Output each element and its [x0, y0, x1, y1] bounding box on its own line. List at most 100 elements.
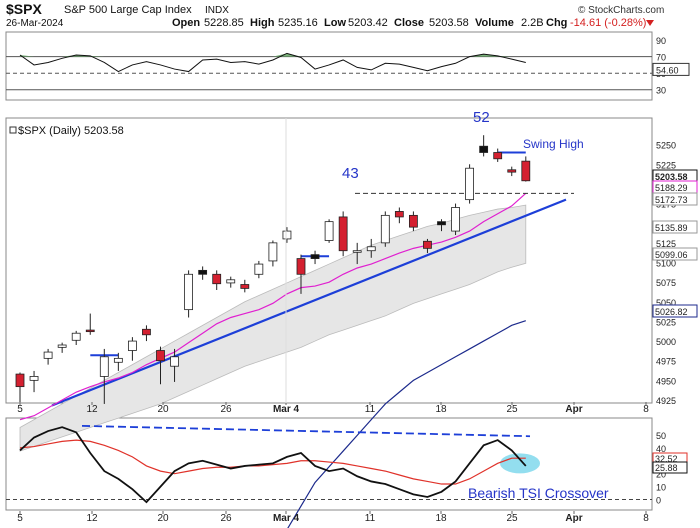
tsi-last-value: 25.88: [655, 463, 678, 473]
candle-body: [142, 328, 151, 336]
x-axis-layer: 5 12 20 26 Mar 4 11 18 25 Apr 8 5 12 20 26 Mar 4 11 18 25…: [17, 118, 649, 524]
candle-body: [451, 207, 460, 232]
price-label-box: [652, 220, 698, 234]
candle-body: [113, 357, 123, 363]
volume-label: Volume: [475, 17, 514, 29]
x-tick-label: Mar 4: [273, 513, 300, 524]
candle-body: [310, 254, 320, 259]
annotation-bearish-tsi-crossover: Bearish TSI Crossover: [468, 485, 609, 501]
candle-body: [212, 273, 222, 285]
candle-body: [423, 240, 432, 249]
down-triangle-icon: [646, 20, 654, 26]
price-tick-label: 5100: [656, 259, 676, 269]
annotation-swing-high: Swing High: [523, 137, 584, 151]
candle-body: [408, 214, 418, 228]
rsi-panel-frame: [5, 31, 653, 101]
x-tick-label: 25: [506, 404, 518, 415]
chg-value: -14.61 (-0.28%): [570, 17, 646, 29]
low-value: 5203.42: [348, 17, 388, 29]
tsi-last-value: 32.52: [655, 454, 678, 464]
candle-body: [170, 356, 179, 367]
tsi-panel-frame: [5, 417, 653, 511]
price-tick-label: 5075: [656, 278, 676, 288]
candle-legend-icon: [9, 126, 17, 134]
tsi-tick-label: 10: [656, 483, 666, 493]
volume-value: 2.2B: [521, 17, 544, 29]
price-tick-label: 5000: [656, 337, 676, 347]
tsi-signal-line: [19, 439, 526, 485]
crossover-highlight: [500, 453, 540, 474]
high-value: 5235.16: [278, 17, 318, 29]
chg-label: Chg: [546, 17, 567, 29]
support-trendline: [51, 198, 567, 407]
x-tick-label: 5: [17, 404, 23, 415]
price-label-box: [652, 247, 698, 261]
candle-body: [507, 169, 517, 173]
candle-body: [324, 221, 334, 241]
candle-body: [15, 373, 25, 388]
tsi-tick-label: 50: [656, 431, 666, 441]
candle-body: [184, 273, 194, 311]
candle-body: [99, 356, 109, 377]
x-tick-label: 25: [506, 513, 518, 524]
price-label-value: 5099.06: [655, 250, 688, 260]
rsi-line: [19, 52, 526, 73]
price-tick-label: 5225: [656, 160, 676, 170]
candle-body: [479, 145, 489, 153]
high-label: High: [250, 17, 275, 29]
moving-average-navy: [287, 320, 526, 528]
tsi-last-value-box: [652, 461, 688, 474]
price-label-box: [652, 304, 698, 318]
price-layer: 5250522552005175515051255100507550505025…: [15, 135, 698, 528]
candle-body: [254, 263, 264, 275]
low-label: Low: [324, 17, 346, 29]
x-tick-label: Apr: [565, 404, 582, 415]
x-tick-label: 26: [220, 513, 232, 524]
rsi-last-value: 54.60: [656, 65, 679, 75]
tsi-line: [19, 426, 527, 504]
candle-body: [240, 284, 250, 289]
price-tick-label: 5025: [656, 317, 676, 327]
tsi-layer: 5040302010032.5225.88: [6, 424, 688, 506]
x-tick-label: 12: [86, 513, 98, 524]
price-label-value: 5135.89: [655, 223, 688, 233]
x-tick-label: 20: [157, 513, 169, 524]
x-tick-label: 8: [643, 404, 649, 415]
tsi-tick-label: 40: [656, 444, 666, 454]
candle-body: [29, 376, 39, 381]
x-tick-label: 12: [86, 404, 98, 415]
price-panel-title: $SPX (Daily) 5203.58: [18, 125, 124, 137]
candle-body: [127, 340, 137, 351]
symbol: $SPX: [6, 1, 42, 17]
x-tick-label: Apr: [565, 513, 582, 524]
x-tick-label: 26: [220, 404, 232, 415]
annotation-43: 43: [342, 165, 359, 182]
rsi-last-value-box: [652, 62, 690, 76]
close-value: 5203.58: [429, 17, 469, 29]
rsi-tick-label: 90: [656, 36, 666, 46]
candle-body: [282, 230, 292, 240]
tsi-tick-label: 20: [656, 470, 666, 480]
candle-body: [198, 269, 208, 275]
price-tick-label: 4950: [656, 376, 676, 386]
candle-body: [268, 242, 278, 262]
price-tick-label: 5050: [656, 298, 676, 308]
candle-body: [71, 332, 81, 341]
candle-body: [493, 152, 503, 160]
price-label-value: 5203.58: [655, 172, 688, 182]
candle-body: [465, 167, 475, 201]
x-tick-label: Mar 4: [273, 404, 300, 415]
close-label: Close: [394, 17, 424, 29]
index-name: S&P 500 Large Cap Index: [64, 4, 192, 16]
open-value: 5228.85: [204, 17, 244, 29]
date-label: 26-Mar-2024: [6, 18, 64, 29]
candle-body: [352, 250, 362, 253]
x-tick-label: 8: [643, 513, 649, 524]
price-label-value: 5188.29: [655, 183, 688, 193]
candle-body: [366, 246, 376, 252]
candle-body: [156, 350, 165, 362]
open-label: Open: [172, 17, 200, 29]
x-tick-label: 18: [435, 404, 447, 415]
tsi-divergence-line: [81, 424, 531, 438]
candle-body: [338, 216, 348, 252]
